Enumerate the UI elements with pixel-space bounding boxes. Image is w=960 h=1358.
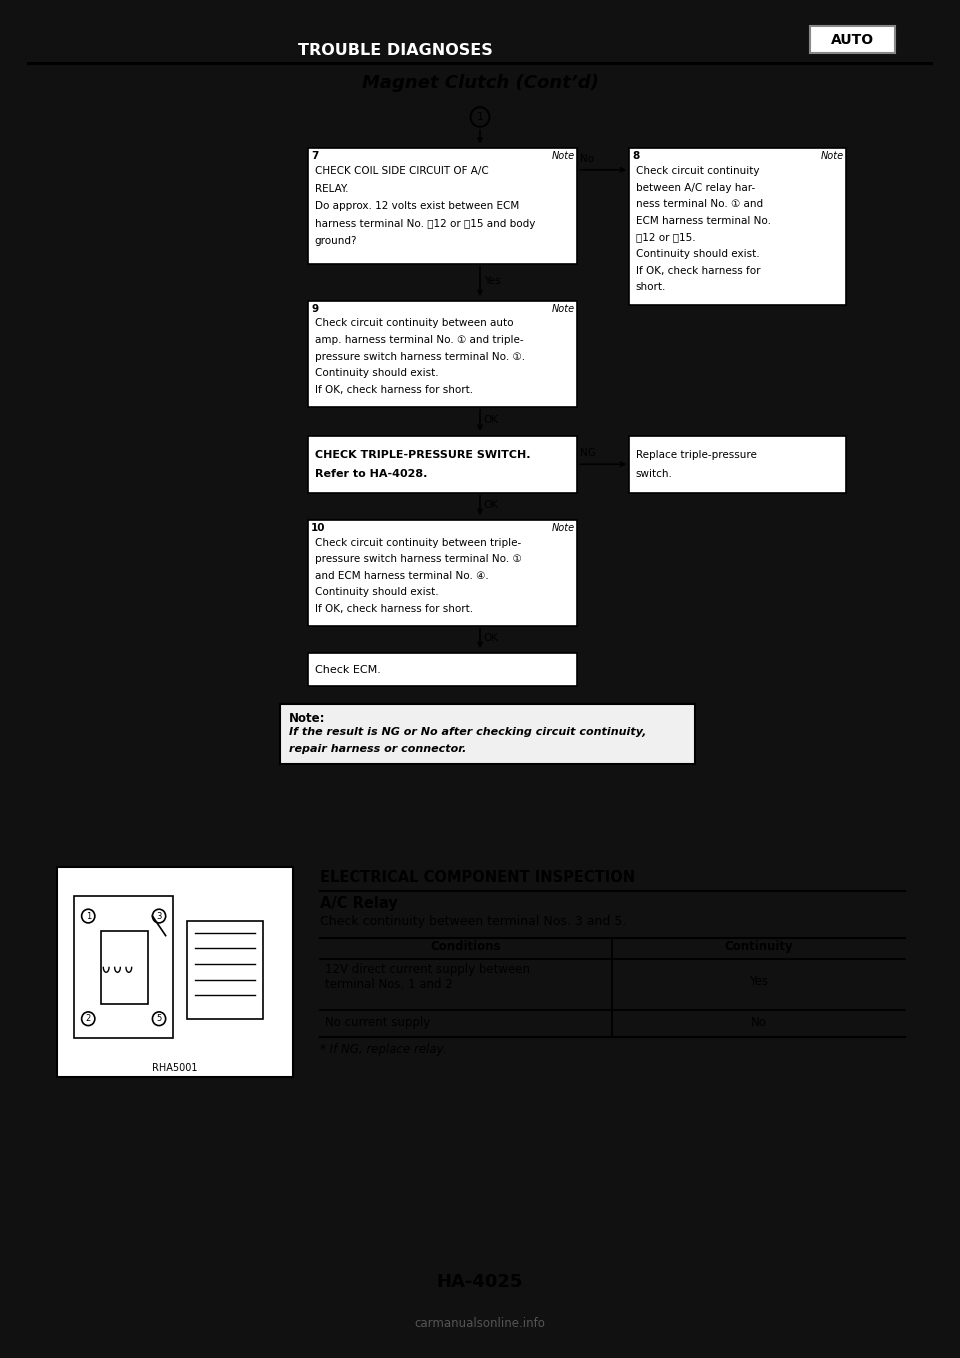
Bar: [308, 520, 577, 626]
Bar: [308, 301, 577, 406]
Bar: [280, 703, 695, 765]
Text: 7: 7: [311, 151, 319, 162]
Bar: [629, 436, 847, 493]
Text: Conditions: Conditions: [431, 940, 501, 952]
Bar: [308, 148, 577, 263]
Text: 9: 9: [311, 304, 318, 314]
Text: 5: 5: [156, 1014, 161, 1023]
Text: pressure switch harness terminal No. ①.: pressure switch harness terminal No. ①.: [315, 352, 525, 361]
Text: 10: 10: [311, 523, 325, 532]
Text: If OK, check harness for short.: If OK, check harness for short.: [315, 604, 473, 614]
Text: CHECK TRIPLE-PRESSURE SWITCH.: CHECK TRIPLE-PRESSURE SWITCH.: [315, 449, 530, 459]
Text: ELECTRICAL COMPONENT INSPECTION: ELECTRICAL COMPONENT INSPECTION: [320, 870, 635, 885]
Text: Check circuit continuity between auto: Check circuit continuity between auto: [315, 319, 514, 329]
Text: 12V direct current supply between
terminal Nos. 1 and 2: 12V direct current supply between termin…: [325, 963, 530, 991]
Text: HA-4025: HA-4025: [437, 1272, 523, 1291]
Bar: [57, 868, 293, 1077]
Text: ground?: ground?: [315, 236, 357, 246]
Text: Refer to HA-4028.: Refer to HA-4028.: [315, 469, 427, 479]
Text: Check circuit continuity: Check circuit continuity: [636, 166, 759, 177]
Bar: [74, 896, 173, 1039]
Text: Note: Note: [820, 151, 844, 162]
Text: Yes: Yes: [749, 975, 768, 987]
Text: Note: Note: [551, 523, 574, 532]
Text: between A/C relay har-: between A/C relay har-: [636, 182, 755, 193]
Text: Ⓥ12 or Ⓥ15.: Ⓥ12 or Ⓥ15.: [636, 232, 695, 243]
Text: Replace triple-pressure: Replace triple-pressure: [636, 449, 756, 459]
Text: harness terminal No. Ⓥ12 or Ⓥ15 and body: harness terminal No. Ⓥ12 or Ⓥ15 and body: [315, 219, 535, 228]
Text: Check ECM.: Check ECM.: [315, 664, 381, 675]
Text: ECM harness terminal No.: ECM harness terminal No.: [636, 216, 771, 225]
Text: If OK, check harness for: If OK, check harness for: [636, 266, 760, 276]
Text: Note: Note: [551, 151, 574, 162]
Bar: [810, 26, 896, 53]
Text: If the result is NG or No after checking circuit continuity,: If the result is NG or No after checking…: [289, 728, 647, 737]
Text: amp. harness terminal No. ① and triple-: amp. harness terminal No. ① and triple-: [315, 335, 523, 345]
Text: Continuity should exist.: Continuity should exist.: [636, 249, 759, 259]
Text: 1: 1: [85, 911, 91, 921]
Text: 3: 3: [156, 911, 161, 921]
Text: Continuity: Continuity: [724, 940, 793, 952]
Text: Continuity should exist.: Continuity should exist.: [315, 588, 439, 598]
Text: Check circuit continuity between triple-: Check circuit continuity between triple-: [315, 538, 521, 547]
Text: A/C Relay: A/C Relay: [320, 895, 397, 910]
Text: Note: Note: [551, 304, 574, 314]
Text: switch.: switch.: [636, 469, 673, 479]
Text: OK: OK: [484, 416, 499, 425]
Text: TROUBLE DIAGNOSES: TROUBLE DIAGNOSES: [298, 43, 492, 58]
Text: 8: 8: [632, 151, 639, 162]
Text: NG: NG: [580, 448, 596, 459]
Text: No current supply: No current supply: [325, 1016, 430, 1029]
Text: Yes: Yes: [484, 276, 500, 287]
Text: * If NG, replace relay.: * If NG, replace relay.: [320, 1043, 446, 1057]
Bar: [308, 653, 577, 686]
Text: ness terminal No. ① and: ness terminal No. ① and: [636, 200, 763, 209]
Text: Note:: Note:: [289, 712, 325, 725]
Text: Check continuity between terminal Nos. 3 and 5.: Check continuity between terminal Nos. 3…: [320, 915, 626, 928]
Text: RHA5001: RHA5001: [153, 1062, 198, 1073]
Text: repair harness or connector.: repair harness or connector.: [289, 744, 467, 754]
Text: Do approx. 12 volts exist between ECM: Do approx. 12 volts exist between ECM: [315, 201, 519, 210]
Text: CHECK COIL SIDE CIRCUIT OF A/C: CHECK COIL SIDE CIRCUIT OF A/C: [315, 166, 489, 177]
Bar: [629, 148, 847, 304]
Text: pressure switch harness terminal No. ①: pressure switch harness terminal No. ①: [315, 554, 521, 564]
Text: and ECM harness terminal No. ④.: and ECM harness terminal No. ④.: [315, 570, 489, 581]
Text: Magnet Clutch (Cont’d): Magnet Clutch (Cont’d): [362, 73, 598, 92]
Text: Continuity should exist.: Continuity should exist.: [315, 368, 439, 379]
Text: If OK, check harness for short.: If OK, check harness for short.: [315, 386, 473, 395]
Text: short.: short.: [636, 282, 666, 292]
Text: 2: 2: [85, 1014, 91, 1023]
Text: No: No: [580, 153, 594, 164]
Text: OK: OK: [484, 633, 499, 644]
Text: carmanualsonline.info: carmanualsonline.info: [415, 1317, 545, 1329]
Text: OK: OK: [484, 500, 499, 511]
Bar: [101, 930, 148, 1004]
Text: AUTO: AUTO: [831, 33, 875, 46]
Bar: [27, 16, 933, 64]
Text: No: No: [751, 1016, 766, 1029]
Bar: [308, 436, 577, 493]
Bar: [187, 921, 263, 1018]
Text: 1: 1: [476, 111, 484, 122]
Text: RELAY.: RELAY.: [315, 183, 348, 194]
